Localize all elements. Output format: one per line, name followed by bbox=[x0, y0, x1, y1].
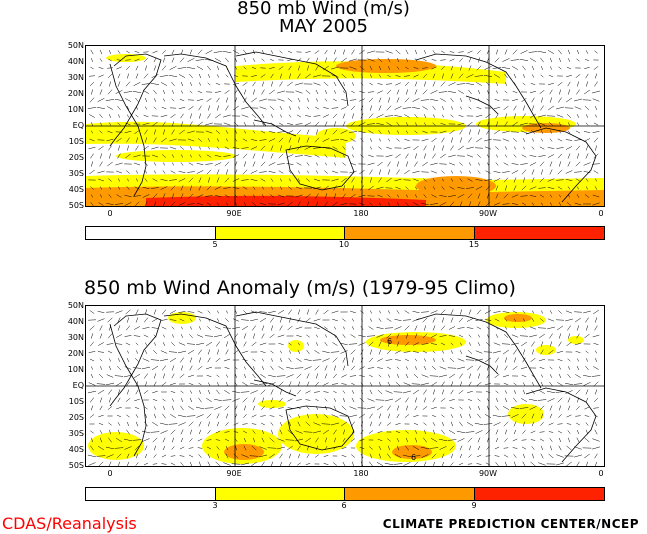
lat-label: 20N bbox=[67, 349, 84, 358]
lat-label: 50N bbox=[67, 41, 84, 50]
coastline bbox=[415, 53, 542, 129]
anomaly-colorbar bbox=[85, 487, 605, 501]
colorbar-seg-1 bbox=[215, 488, 345, 500]
panel1-date: MAY 2005 bbox=[279, 16, 368, 37]
colorbar-seg-2 bbox=[345, 227, 475, 239]
shaded-region bbox=[116, 150, 236, 162]
colorbar-seg-3 bbox=[474, 227, 604, 239]
colorbar-seg-0 bbox=[86, 227, 216, 239]
shaded-region bbox=[146, 195, 426, 206]
lat-label: 10N bbox=[67, 105, 84, 114]
colorbar-label: 3 bbox=[212, 501, 218, 510]
colorbar-seg-3 bbox=[474, 488, 604, 500]
lon-label: 0 bbox=[107, 209, 113, 218]
lon-label: 90W bbox=[478, 209, 498, 218]
coastline bbox=[525, 387, 597, 463]
lat-label: 40S bbox=[68, 185, 84, 194]
lat-label: 20S bbox=[68, 153, 84, 162]
lat-label: 20S bbox=[68, 413, 84, 422]
lon-label: 90W bbox=[478, 469, 498, 478]
lat-label: 40S bbox=[68, 445, 84, 454]
wind-colorbar bbox=[85, 226, 605, 240]
shaded-region bbox=[236, 61, 506, 84]
wind-vectors bbox=[87, 309, 601, 466]
lon-label: 90E bbox=[226, 209, 242, 218]
shaded-region bbox=[392, 445, 432, 459]
lat-label: 20N bbox=[67, 89, 84, 98]
coastline bbox=[109, 313, 162, 407]
lat-label: 50S bbox=[68, 461, 84, 470]
credit-label: CLIMATE PREDICTION CENTER/NCEP bbox=[382, 517, 639, 531]
coastline bbox=[109, 53, 162, 147]
wind-vectors bbox=[87, 49, 601, 206]
colorbar-seg-1 bbox=[215, 227, 345, 239]
coastline bbox=[465, 355, 499, 375]
lat-label: 10S bbox=[68, 397, 84, 406]
shaded-region bbox=[536, 345, 556, 355]
lat-label: 50N bbox=[67, 301, 84, 310]
coastline bbox=[253, 379, 297, 397]
lat-label: 30S bbox=[68, 169, 84, 178]
coastline bbox=[285, 405, 355, 451]
shaded-region bbox=[258, 400, 286, 408]
lat-label: 30N bbox=[67, 333, 84, 342]
coastline bbox=[415, 313, 542, 389]
panel2-title: 850 mb Wind Anomaly (m/s) (1979-95 Climo… bbox=[84, 277, 516, 299]
coastline bbox=[163, 313, 267, 387]
coastline bbox=[285, 145, 355, 191]
shaded-region bbox=[416, 176, 496, 196]
shaded-region bbox=[380, 335, 436, 345]
coastline bbox=[235, 51, 349, 107]
coastline bbox=[253, 119, 297, 137]
shaded-region bbox=[88, 432, 144, 460]
shaded-region bbox=[336, 59, 436, 73]
lat-label: 30N bbox=[67, 73, 84, 82]
shaded-region bbox=[288, 340, 304, 352]
panel1-title: 850 mb Wind (m/s) bbox=[237, 0, 410, 19]
lat-label: EQ bbox=[72, 121, 84, 130]
coastline bbox=[109, 323, 147, 457]
lat-label: 50S bbox=[68, 201, 84, 210]
colorbar-seg-2 bbox=[345, 488, 475, 500]
colorbar-label: 10 bbox=[338, 240, 350, 249]
lon-label: 180 bbox=[353, 469, 369, 478]
lat-label: 30S bbox=[68, 429, 84, 438]
coastline bbox=[525, 127, 597, 203]
colorbar-label: 15 bbox=[468, 240, 480, 249]
shaded-region bbox=[316, 128, 356, 144]
lat-label: 10N bbox=[67, 365, 84, 374]
lat-label: 40N bbox=[67, 317, 84, 326]
coastline bbox=[163, 53, 267, 127]
colorbar-label: 5 bbox=[212, 240, 218, 249]
lon-label: 0 bbox=[598, 209, 604, 218]
wind-map bbox=[85, 45, 605, 207]
colorbar-seg-0 bbox=[86, 488, 216, 500]
colorbar-label: 9 bbox=[471, 501, 477, 510]
shaded-region bbox=[568, 336, 584, 344]
lon-label: 90E bbox=[226, 469, 242, 478]
lon-label: 0 bbox=[107, 469, 113, 478]
lat-label: EQ bbox=[72, 381, 84, 390]
shaded-region bbox=[504, 314, 532, 322]
lon-label: 0 bbox=[598, 469, 604, 478]
wind-map-plot bbox=[86, 46, 604, 206]
colorbar-label: 6 bbox=[341, 501, 347, 510]
lat-label: 40N bbox=[67, 57, 84, 66]
shaded-region bbox=[86, 121, 346, 158]
coastline bbox=[235, 311, 349, 367]
contour-label: 6 bbox=[387, 337, 392, 346]
contour-label: 6 bbox=[411, 453, 416, 462]
source-label: CDAS/Reanalysis bbox=[2, 514, 137, 533]
wind-anomaly-plot: 66 bbox=[86, 306, 604, 466]
coastline bbox=[109, 63, 147, 197]
coastline bbox=[465, 95, 499, 115]
lat-label: 10S bbox=[68, 137, 84, 146]
lon-label: 180 bbox=[353, 209, 369, 218]
shaded-region bbox=[106, 54, 146, 62]
